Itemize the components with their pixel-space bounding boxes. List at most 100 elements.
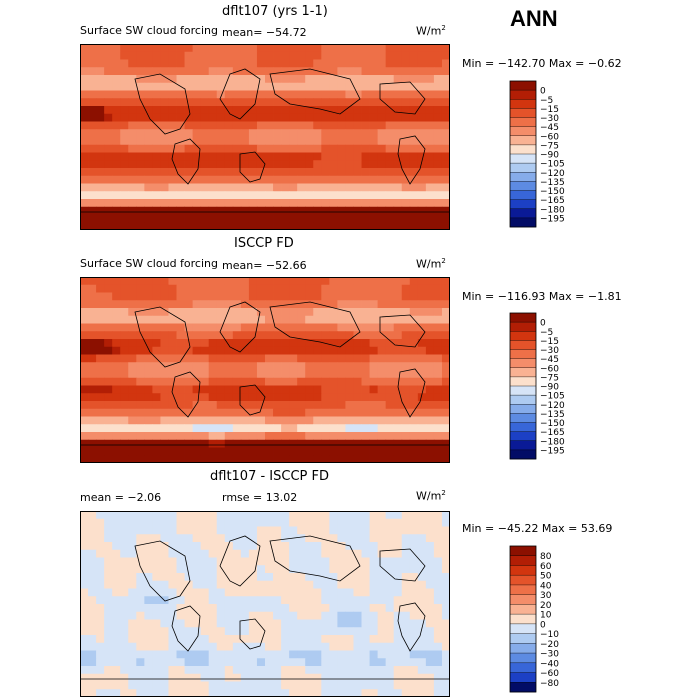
map-cell (144, 168, 153, 177)
map-cell (96, 370, 105, 379)
map-cell (224, 432, 234, 441)
map-cell (184, 277, 194, 286)
map-cell (256, 137, 266, 146)
map-cell (401, 214, 411, 223)
map-cell (160, 635, 169, 644)
map-cell (265, 526, 274, 535)
map-cell (281, 627, 290, 636)
map-cell (305, 354, 314, 363)
colorbar-tick-label: −75 (540, 373, 559, 383)
map-cell (337, 160, 346, 169)
map-cell (88, 611, 97, 620)
map-cell (425, 666, 435, 675)
map-cell (80, 67, 89, 76)
colorbar-swatch (510, 331, 536, 341)
map-cell (160, 408, 169, 417)
map-cell (160, 59, 169, 68)
map-cell (425, 300, 435, 309)
map-cell (345, 106, 354, 115)
map-cell (152, 113, 161, 122)
map-cell (88, 542, 97, 551)
map-cell (289, 292, 298, 301)
map-cell (184, 67, 194, 76)
map-cell (136, 635, 145, 644)
map-cell (120, 82, 129, 91)
map-cell (120, 75, 129, 84)
map-cell (297, 447, 306, 456)
map-cell (321, 604, 330, 613)
map-cell (80, 573, 89, 582)
map-cell (168, 98, 177, 107)
map-cell (297, 689, 306, 697)
map-cell (88, 565, 97, 574)
map-cell (160, 90, 169, 99)
colorbar-swatch (510, 117, 536, 127)
map-cell (112, 573, 121, 582)
map-cell (417, 106, 427, 115)
map-cell (128, 44, 137, 53)
map-cell (305, 44, 314, 53)
map-cell (224, 300, 234, 309)
map-cell (377, 681, 387, 690)
map-cell (281, 681, 290, 690)
map-cell (345, 565, 354, 574)
map-cell (128, 199, 137, 208)
map-cell (168, 439, 177, 448)
map-cell (112, 67, 121, 76)
map-cell (200, 666, 210, 675)
map-cell (184, 416, 194, 425)
map-cell (385, 439, 395, 448)
map-cell (184, 455, 194, 463)
map-cell (112, 339, 121, 348)
map-cell (425, 152, 435, 161)
map-cell (329, 393, 338, 402)
map-cell (297, 377, 306, 386)
map-cell (184, 588, 194, 597)
map-cell (313, 370, 322, 379)
map-cell (409, 455, 419, 463)
coastline (379, 81, 426, 115)
map-cell (80, 401, 89, 410)
map-cell (176, 300, 185, 309)
map-cell (232, 59, 242, 68)
map-cell (120, 534, 129, 543)
map-cell (160, 331, 169, 340)
map-cell (425, 214, 435, 223)
map-cell (369, 619, 379, 628)
map-cell (417, 59, 427, 68)
map-cell (305, 526, 314, 535)
map-cell (120, 121, 129, 130)
map-cell (433, 377, 443, 386)
map-cell (104, 542, 113, 551)
map-cell (152, 222, 161, 230)
map-cell (361, 82, 370, 91)
map-cell (353, 689, 362, 697)
map-cell (321, 385, 330, 394)
map-cell (329, 526, 338, 535)
map-cell (297, 137, 306, 146)
map-cell (200, 339, 210, 348)
map-cell (248, 346, 258, 355)
map-cell (200, 315, 210, 324)
map-cell (136, 565, 145, 574)
map-cell (136, 199, 145, 208)
map-cell (377, 673, 387, 682)
map-cell (136, 98, 145, 107)
map-cell (441, 75, 450, 84)
map-cell (305, 401, 314, 410)
map-cell (184, 681, 194, 690)
map-cell (425, 354, 435, 363)
map-cell (88, 129, 97, 138)
map-cell (273, 408, 282, 417)
map-cell (265, 106, 274, 115)
map-cell (297, 542, 306, 551)
map-cell (417, 183, 427, 192)
map-cell (417, 393, 427, 402)
map-cell (313, 650, 322, 659)
map-cell (425, 75, 435, 84)
map-cell (232, 408, 242, 417)
map-cell (409, 106, 419, 115)
map-cell (401, 354, 411, 363)
map-cell (305, 160, 314, 169)
map-cell (168, 565, 177, 574)
